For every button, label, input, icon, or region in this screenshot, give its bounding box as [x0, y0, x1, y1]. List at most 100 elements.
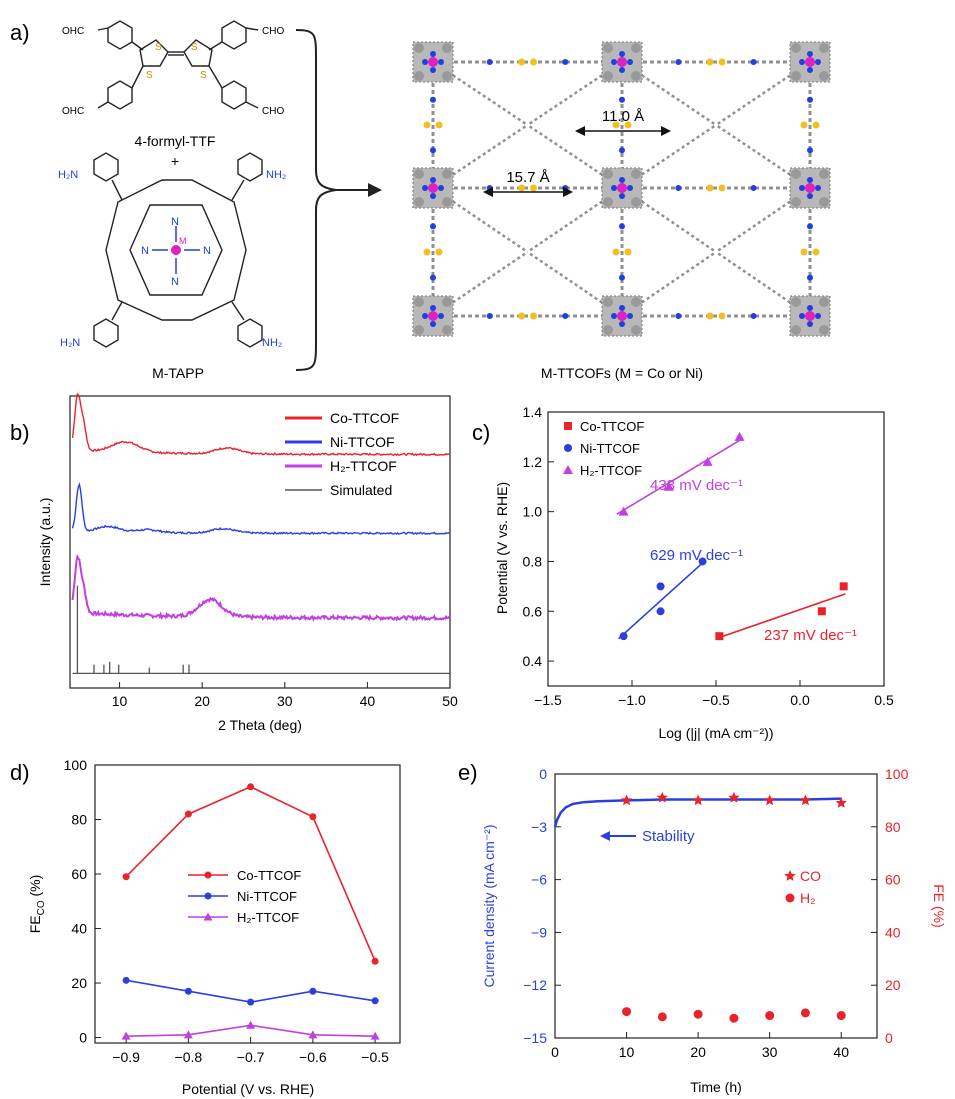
x-tick-label: −0.6 — [299, 1049, 327, 1065]
y-tick-label: 100 — [64, 757, 88, 773]
y-tick-label: 20 — [71, 975, 87, 991]
nitrogen-atom — [438, 185, 444, 191]
nitrogen-atom — [807, 274, 813, 281]
nitrogen-atom — [619, 177, 625, 183]
metal-atom — [805, 183, 815, 193]
sulfur-atom — [624, 121, 632, 129]
sulfur-atom — [812, 248, 820, 256]
y-tick-label-right: 20 — [885, 977, 901, 993]
data-point-h2 — [836, 1011, 846, 1021]
x-tick-label: 0 — [551, 1044, 559, 1060]
nitrogen-atom — [430, 223, 436, 230]
y-axis-label: Intensity (a.u.) — [37, 498, 53, 587]
data-point-h2 — [693, 1009, 703, 1019]
legend: Co-TTCOF Ni-TTCOF H₂-TTCOF Simulated — [285, 410, 399, 498]
chart-d: −0.9 −0.8 −0.7 −0.6 −0.5 0 20 40 60 80 100 Co-TTCO… — [27, 757, 401, 1097]
nitrogen-atom — [807, 147, 813, 154]
y-tick-label-right: 40 — [885, 924, 901, 940]
y-tick-label: 1.2 — [523, 454, 543, 470]
amine-label: NH₂ — [262, 337, 282, 349]
data-point — [656, 582, 665, 591]
nitrogen-atom — [815, 313, 821, 319]
axes: −0.9 −0.8 −0.7 −0.6 −0.5 0 20 40 60 80 100 — [64, 757, 389, 1065]
data-point — [247, 783, 255, 791]
y-axis-label-main: FE — [27, 915, 43, 933]
phenyl-ring — [791, 197, 801, 207]
y-tick-label: 80 — [71, 812, 87, 828]
data-point-co — [835, 797, 847, 808]
nitrogen-atom — [619, 305, 625, 311]
nitrogen-atom — [438, 313, 444, 319]
phenyl-ring — [819, 71, 829, 81]
stability-arrowhead — [600, 831, 610, 841]
data-point — [184, 987, 192, 995]
phenyl-ring — [819, 325, 829, 335]
sulfur-atom — [423, 248, 431, 256]
x-tick-label: −0.5 — [702, 692, 730, 708]
x-tick-label: 10 — [112, 693, 128, 709]
sulfur-atom — [518, 58, 525, 66]
nitrogen-atom — [815, 185, 821, 191]
legend-label: Co-TTCOF — [237, 868, 301, 883]
data-point — [734, 431, 745, 441]
legend-marker — [785, 893, 795, 903]
plus-sign: + — [171, 153, 179, 169]
series-line-simulated — [72, 585, 450, 675]
x-tick-label: 0.0 — [790, 692, 810, 708]
y-tick-label-right: 60 — [885, 872, 901, 888]
y-axis-label-subscript: CO — [36, 900, 47, 915]
sulfur-atom-label: S — [200, 70, 207, 81]
metal-atom — [805, 311, 815, 321]
nitrogen-atom — [430, 147, 436, 154]
product-label: M-TTCOFs (M = Co or Ni) — [541, 365, 703, 381]
dimension-arrowhead — [661, 126, 671, 136]
fit-line — [616, 438, 742, 515]
nitrogen-atom — [430, 51, 436, 57]
nitrogen-atom — [430, 193, 436, 199]
legend-label: Ni-TTCOF — [237, 889, 297, 904]
y-axis-label-unit: (%) — [27, 875, 43, 901]
data-point-co — [692, 794, 704, 806]
legend-marker — [563, 465, 573, 474]
sulfur-atom — [718, 312, 726, 320]
legend-label: Ni-TTCOF — [330, 434, 395, 450]
phenyl-ring — [631, 169, 641, 179]
phenyl-ring — [791, 71, 801, 81]
nitrogen-atom — [422, 59, 428, 65]
panel-label-e: e) — [458, 760, 478, 785]
y-tick-label: 0.4 — [523, 653, 543, 669]
nitrogen-atom — [675, 59, 682, 65]
phenyl-ring — [631, 71, 641, 81]
metal-atom — [428, 57, 438, 67]
legend-marker — [784, 870, 796, 881]
nitrogen-atom — [799, 313, 805, 319]
nitrogen-atom — [422, 185, 428, 191]
data-point-co — [764, 794, 776, 806]
phenyl-ring — [603, 43, 613, 53]
y-tick-label: 1.4 — [523, 404, 543, 420]
phenyl-ring — [603, 169, 613, 179]
x-tick-label: 20 — [690, 1044, 706, 1060]
nitrogen-atom — [430, 177, 436, 183]
phenyl-ring — [414, 325, 424, 335]
tapp-molecule — [93, 152, 263, 348]
data-point — [715, 632, 724, 641]
nitrogen-atom — [675, 313, 682, 319]
y-tick-label-right: 0 — [885, 1030, 893, 1046]
legend-label: Simulated — [330, 482, 392, 498]
phenyl-ring — [819, 297, 829, 307]
phenyl-ring — [414, 71, 424, 81]
sulfur-atom — [718, 184, 726, 192]
phenyl-ring — [442, 325, 452, 335]
series-line-co-ttcof — [71, 392, 450, 457]
slope-annotation: 433 mV dec⁻¹ — [650, 477, 743, 494]
nitrogen-atom — [611, 59, 617, 65]
nitrogen-atom — [611, 185, 617, 191]
x-tick-label: 20 — [194, 693, 210, 709]
legend: Co-TTCOF Ni-TTCOF H₂-TTCOF — [563, 419, 644, 478]
phenyl-ring — [631, 43, 641, 53]
amine-label: NH₂ — [266, 169, 286, 181]
data-point — [246, 1020, 256, 1029]
x-axis-label: Potential (V vs. RHE) — [182, 1081, 314, 1097]
